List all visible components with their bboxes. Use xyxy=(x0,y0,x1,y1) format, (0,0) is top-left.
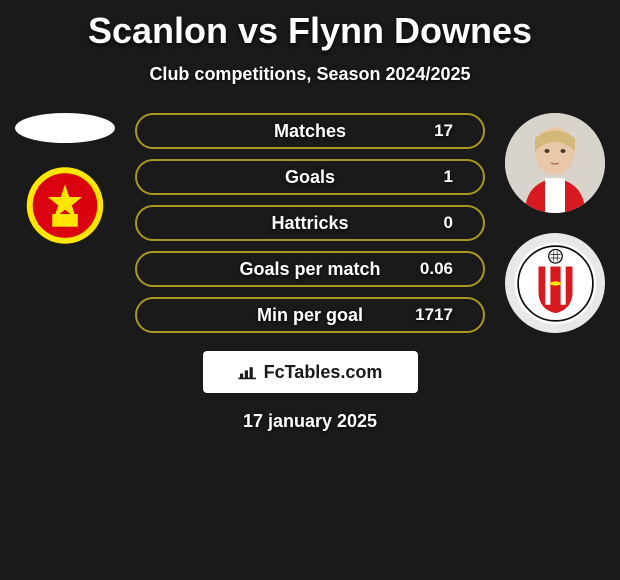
stats-column: Matches 17 Goals 1 Hattricks 0 Goals per… xyxy=(135,113,485,333)
left-player-column xyxy=(15,113,115,248)
stat-row-goals-per-match: Goals per match 0.06 xyxy=(135,251,485,287)
stat-label: Min per goal xyxy=(257,305,363,326)
brand-text: FcTables.com xyxy=(264,362,383,383)
bar-chart-icon xyxy=(238,364,258,380)
stat-row-hattricks: Hattricks 0 xyxy=(135,205,485,241)
player-photo-icon xyxy=(505,113,605,213)
left-club-badge xyxy=(15,163,115,248)
page-title: Scanlon vs Flynn Downes xyxy=(0,10,620,52)
subtitle: Club competitions, Season 2024/2025 xyxy=(0,64,620,85)
brand-attribution[interactable]: FcTables.com xyxy=(203,351,418,393)
stat-label: Goals per match xyxy=(239,259,380,280)
stat-value-right: 1717 xyxy=(415,305,453,325)
comparison-card: Scanlon vs Flynn Downes Club competition… xyxy=(0,0,620,442)
stat-label: Goals xyxy=(285,167,335,188)
southampton-crest-icon xyxy=(513,241,598,326)
manchester-united-crest-icon xyxy=(20,163,110,248)
stat-label: Matches xyxy=(274,121,346,142)
stat-label: Hattricks xyxy=(271,213,348,234)
right-club-badge xyxy=(505,233,605,333)
stat-value-right: 0.06 xyxy=(420,259,453,279)
main-row: Matches 17 Goals 1 Hattricks 0 Goals per… xyxy=(0,113,620,333)
right-player-column xyxy=(505,113,605,333)
left-player-avatar xyxy=(15,113,115,143)
stat-row-goals: Goals 1 xyxy=(135,159,485,195)
stat-value-right: 1 xyxy=(444,167,453,187)
stat-row-min-per-goal: Min per goal 1717 xyxy=(135,297,485,333)
stat-value-right: 0 xyxy=(444,213,453,233)
stat-value-right: 17 xyxy=(434,121,453,141)
right-player-avatar xyxy=(505,113,605,213)
stat-row-matches: Matches 17 xyxy=(135,113,485,149)
date-text: 17 january 2025 xyxy=(0,411,620,432)
